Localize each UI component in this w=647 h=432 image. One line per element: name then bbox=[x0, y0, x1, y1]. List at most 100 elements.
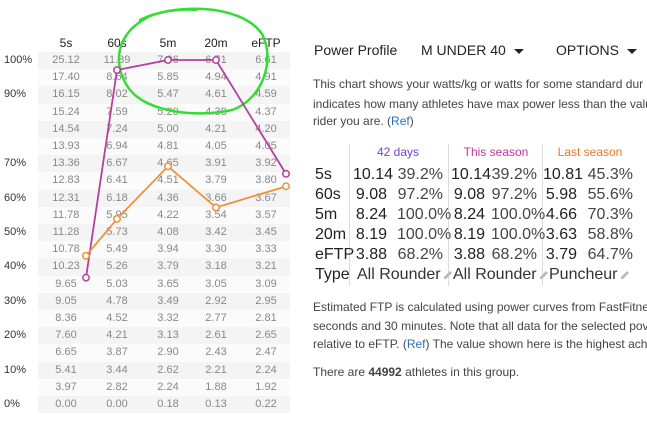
ref-link[interactable]: Ref bbox=[391, 114, 410, 128]
column-divider bbox=[542, 144, 543, 286]
options-dropdown-label: OPTIONS bbox=[556, 42, 620, 58]
table-row bbox=[38, 344, 290, 362]
table-cell: 4.65 bbox=[157, 157, 179, 170]
table-cell: 3.09 bbox=[255, 277, 277, 290]
profile-value: 3.88 bbox=[453, 246, 485, 263]
type-42-days[interactable]: All Rounder bbox=[357, 266, 453, 284]
table-cell: 5.95 bbox=[106, 208, 128, 221]
profile-value: 8.19 bbox=[355, 226, 387, 243]
table-cell: 7.59 bbox=[106, 105, 128, 118]
table-cell: 2.82 bbox=[106, 380, 128, 393]
table-cell: 2.61 bbox=[205, 329, 227, 342]
group-count-suffix: athletes in this group. bbox=[401, 365, 520, 379]
profile-value: 100.0% bbox=[491, 226, 546, 243]
profile-row-label: 20m bbox=[315, 226, 347, 243]
percentile-label: 0% bbox=[4, 398, 20, 410]
table-cell: 2.81 bbox=[255, 312, 277, 324]
col-header-20m: 20m bbox=[204, 36, 228, 50]
table-cell: 7.24 bbox=[106, 122, 128, 135]
profile-value: 39.2% bbox=[397, 166, 443, 183]
table-cell: 0.13 bbox=[205, 398, 227, 410]
profile-value: 100.0% bbox=[491, 206, 546, 223]
profile-row-label: 60s bbox=[315, 186, 341, 203]
profile-value: 3.63 bbox=[545, 226, 577, 243]
table-cell: 5.47 bbox=[157, 88, 179, 101]
table-cell: 12.31 bbox=[52, 191, 80, 204]
table-cell: 3.30 bbox=[205, 243, 227, 256]
options-dropdown[interactable]: OPTIONS bbox=[556, 42, 638, 58]
col-header-60s: 60s bbox=[107, 36, 127, 50]
chevron-down-icon bbox=[627, 48, 638, 54]
group-dropdown[interactable]: M UNDER 40 bbox=[421, 42, 524, 58]
intro-text-end: ) bbox=[409, 114, 414, 128]
table-cell: 5.20 bbox=[157, 105, 179, 118]
table-cell: 17.40 bbox=[52, 71, 80, 84]
table-cell: 6.18 bbox=[106, 191, 128, 204]
pencil-icon bbox=[539, 270, 548, 279]
profile-value: 70.3% bbox=[587, 206, 633, 223]
column-divider bbox=[349, 144, 350, 286]
table-cell: 1.88 bbox=[205, 380, 227, 393]
table-cell: 3.49 bbox=[157, 294, 179, 307]
profile-value: 10.81 bbox=[543, 166, 584, 183]
profile-value: 3.79 bbox=[545, 246, 577, 263]
table-cell: 0.18 bbox=[157, 398, 179, 410]
table-cell: 3.97 bbox=[55, 380, 77, 393]
table-cell: 3.91 bbox=[205, 157, 227, 170]
table-cell: 5.03 bbox=[106, 277, 128, 290]
group-dropdown-label: M UNDER 40 bbox=[421, 42, 506, 58]
profile-value: 8.24 bbox=[355, 206, 387, 223]
profile-value: 8.19 bbox=[453, 226, 485, 243]
power-percentile-table: 5s 60s 5m 20m eFTP 100% 25.12 11.89 7.96 6.7… bbox=[0, 0, 300, 432]
table-cell: 7.96 bbox=[157, 54, 179, 66]
ftp-note-line-2: seconds and 30 minutes. Note that all da… bbox=[313, 319, 647, 333]
type-value: All Rounder bbox=[357, 266, 441, 283]
profile-value: 10.14 bbox=[451, 166, 492, 183]
table-cell: 11.89 bbox=[103, 54, 131, 66]
table-row bbox=[38, 361, 290, 379]
table-row bbox=[38, 396, 290, 414]
table-cell: 14.54 bbox=[52, 122, 80, 135]
percentile-label: 90% bbox=[4, 88, 27, 101]
table-cell: 0.22 bbox=[255, 398, 277, 410]
type-this-season[interactable]: All Rounder bbox=[453, 266, 549, 284]
col-header-5s: 5s bbox=[59, 36, 73, 50]
pencil-icon bbox=[443, 270, 452, 279]
table-cell: 3.66 bbox=[205, 191, 227, 204]
table-cell: 4.21 bbox=[106, 329, 128, 342]
table-cell: 4.61 bbox=[205, 88, 227, 101]
intro-line-1: This chart shows your watts/kg or watts … bbox=[313, 77, 644, 91]
table-cell: 4.21 bbox=[205, 122, 227, 135]
table-cell: 5.00 bbox=[157, 122, 179, 135]
table-cell: 4.20 bbox=[255, 122, 277, 135]
table-cell: 7.60 bbox=[55, 329, 77, 342]
table-cell: 6.41 bbox=[106, 174, 128, 187]
table-cell: 3.80 bbox=[255, 174, 277, 187]
table-cell: 4.81 bbox=[157, 140, 179, 152]
table-cell: 2.92 bbox=[205, 294, 227, 307]
table-row bbox=[38, 275, 290, 293]
table-cell: 5.41 bbox=[55, 363, 77, 376]
table-cell: 4.05 bbox=[255, 140, 277, 152]
table-row bbox=[38, 327, 290, 345]
ref-link[interactable]: Ref bbox=[406, 337, 426, 351]
table-cell: 3.13 bbox=[157, 329, 179, 342]
profile-row-label: 5m bbox=[315, 206, 338, 223]
percentile-label: 40% bbox=[4, 260, 27, 273]
profile-value: 58.8% bbox=[587, 226, 633, 243]
table-cell: 3.45 bbox=[255, 226, 277, 238]
percentile-label: 60% bbox=[4, 191, 27, 204]
table-cell: 5.85 bbox=[157, 71, 179, 84]
column-divider bbox=[448, 144, 449, 286]
col-header-5m: 5m bbox=[159, 36, 177, 50]
percentile-label: 50% bbox=[4, 226, 27, 238]
chevron-down-icon bbox=[513, 48, 524, 54]
table-row bbox=[38, 292, 290, 310]
intro-text: rider you are. ( bbox=[313, 114, 392, 128]
table-cell: 13.36 bbox=[52, 157, 80, 170]
table-cell: 4.08 bbox=[157, 226, 179, 238]
table-cell: 3.94 bbox=[157, 243, 179, 256]
table-cell: 2.65 bbox=[255, 329, 277, 342]
table-cell: 6.65 bbox=[55, 346, 77, 359]
type-last-season[interactable]: Puncheur bbox=[549, 266, 630, 284]
